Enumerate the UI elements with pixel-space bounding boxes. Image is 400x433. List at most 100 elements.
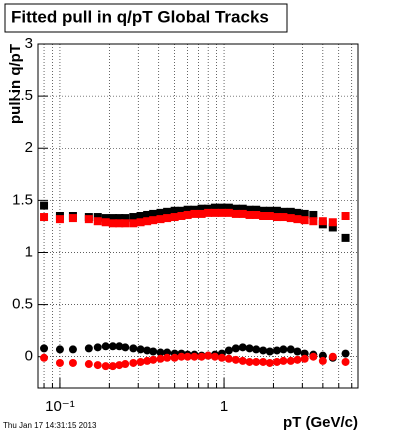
data-point — [217, 353, 226, 362]
data-point — [224, 354, 233, 363]
plot-frame — [37, 43, 359, 389]
data-point — [204, 351, 213, 360]
title-box — [4, 3, 288, 33]
data-point — [217, 208, 226, 217]
data-point — [149, 209, 158, 218]
data-point — [259, 346, 268, 355]
data-point — [177, 352, 186, 361]
data-point — [115, 361, 124, 370]
data-point — [318, 217, 327, 226]
data-point — [163, 214, 172, 223]
data-point — [108, 219, 117, 228]
data-point — [341, 212, 350, 220]
y-tick-label: 2 — [25, 139, 33, 156]
data-point — [68, 345, 77, 354]
data-point — [115, 219, 124, 228]
x-tick-label: 10⁻¹ — [45, 398, 75, 415]
data-point — [210, 208, 219, 217]
data-point — [309, 210, 318, 219]
data-point — [293, 347, 302, 356]
data-point — [252, 357, 261, 366]
y-tick-label: 1 — [25, 243, 33, 260]
data-point — [272, 206, 281, 215]
data-point — [265, 212, 274, 220]
data-point — [328, 352, 337, 361]
data-point — [328, 218, 337, 227]
data-point — [68, 358, 77, 367]
data-point — [259, 357, 268, 366]
data-point — [40, 344, 49, 353]
data-point — [121, 343, 130, 352]
data-point — [238, 343, 247, 352]
data-point — [156, 208, 165, 217]
data-point — [121, 360, 130, 369]
data-point — [156, 354, 165, 363]
data-point — [272, 213, 281, 222]
data-point — [108, 362, 117, 371]
data-point — [170, 206, 179, 215]
data-point — [40, 213, 49, 222]
data-point — [55, 215, 64, 224]
data-point — [68, 214, 77, 223]
data-point — [245, 210, 254, 219]
data-point — [286, 214, 295, 223]
data-point — [224, 346, 233, 355]
data-point — [121, 214, 130, 223]
data-point — [93, 217, 102, 226]
data-point — [217, 203, 226, 212]
data-point — [204, 208, 213, 217]
data-point — [293, 208, 302, 217]
data-point — [224, 208, 233, 217]
data-point — [245, 205, 254, 214]
y-tick-label: 0.5 — [12, 296, 33, 313]
data-point — [238, 356, 247, 365]
y-tick-label: 2.5 — [12, 87, 33, 104]
data-point — [279, 207, 288, 216]
x-axis-label: pT (GeV/c) — [283, 414, 358, 431]
data-point — [143, 346, 152, 355]
data-point — [210, 203, 219, 212]
data-point — [265, 358, 274, 367]
y-tick-label: 3 — [25, 35, 33, 52]
data-point — [84, 360, 93, 369]
data-point — [238, 209, 247, 218]
data-point — [177, 212, 186, 220]
data-point — [272, 346, 281, 355]
data-point — [190, 205, 199, 214]
data-point — [300, 216, 309, 225]
data-point — [143, 210, 152, 219]
data-point — [341, 357, 350, 366]
data-point — [183, 352, 192, 361]
data-point — [300, 354, 309, 363]
data-point — [279, 345, 288, 354]
data-point — [252, 205, 261, 214]
data-point — [108, 342, 117, 351]
data-point — [183, 210, 192, 219]
data-point — [93, 361, 102, 370]
data-point — [93, 343, 102, 352]
data-point — [108, 214, 117, 223]
data-point — [204, 204, 213, 213]
y-axis-label: pull in q/pT — [7, 44, 24, 124]
data-point — [279, 213, 288, 222]
data-point — [163, 353, 172, 362]
data-point — [156, 215, 165, 224]
data-point — [143, 217, 152, 226]
data-point — [84, 215, 93, 224]
data-point — [279, 356, 288, 365]
data-point — [177, 206, 186, 215]
data-point — [129, 219, 138, 228]
data-point — [170, 353, 179, 362]
data-point — [272, 357, 281, 366]
data-point — [129, 213, 138, 222]
data-point — [197, 352, 206, 361]
data-point — [136, 212, 145, 220]
data-point — [129, 344, 138, 353]
data-point — [101, 214, 110, 223]
data-point — [245, 344, 254, 353]
data-point — [156, 348, 165, 357]
data-point — [136, 345, 145, 354]
data-point — [55, 358, 64, 367]
data-point — [341, 233, 350, 242]
